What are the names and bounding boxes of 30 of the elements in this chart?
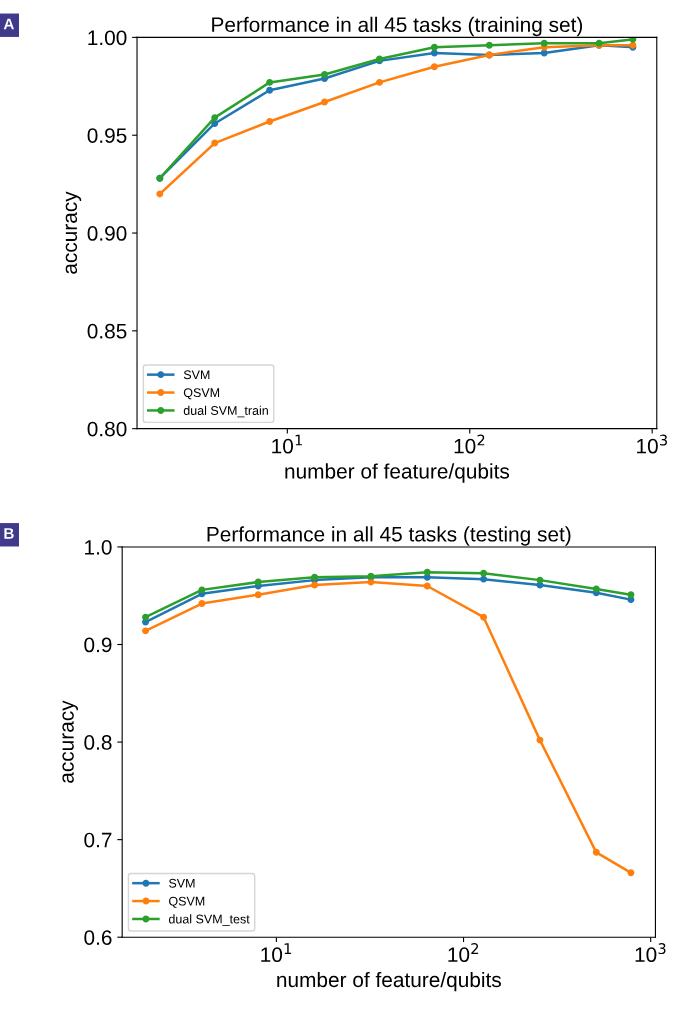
y-tick-label: 0.90 (87, 226, 127, 241)
x-axis-title: number of feature/qubits (285, 463, 510, 483)
y-tick-label: 0.80 (87, 421, 127, 437)
y-tick-label: 0.9 (84, 637, 112, 653)
legend-label: QSVM (169, 896, 205, 908)
y-axis-title: accuracy (65, 191, 82, 274)
y-tick-label: 0.6 (84, 930, 112, 945)
text: B (4, 528, 14, 539)
y-tick-label: 0.95 (87, 128, 127, 143)
x-tick-label: 10$^{1}$ (261, 943, 292, 963)
x-axis-title: number of feature/qubits (277, 971, 501, 992)
y-axis-title: accuracy (62, 700, 78, 783)
y-tick-label: 1.00 (88, 30, 127, 46)
x-tick-label: 10$^{1}$ (272, 434, 302, 454)
y-tick-label: 0.85 (87, 323, 127, 339)
chart-title: Performance in all 45 tasks (training set) (212, 16, 583, 37)
y-tick-label: 0.7 (84, 832, 112, 848)
x-tick-label: 10$^{2}$ (454, 434, 485, 454)
legend-label: dual SVM_train (183, 405, 268, 418)
x-tick-label: 10$^{3}$ (635, 943, 666, 963)
legend-label: SVM (168, 878, 195, 888)
y-tick-label: 0.8 (84, 735, 112, 750)
x-tick-label: 10$^{3}$ (637, 434, 667, 454)
y-tick-label: 1.0 (85, 539, 112, 555)
chart-title: Performance in all 45 tasks (testing set) (207, 526, 571, 546)
legend-label: QSVM (183, 388, 220, 400)
legend-label: SVM (183, 370, 210, 380)
x-tick-label: 10$^{2}$ (448, 943, 479, 963)
legend-label: dual SVM_test (168, 914, 250, 926)
text: A (3, 18, 14, 30)
